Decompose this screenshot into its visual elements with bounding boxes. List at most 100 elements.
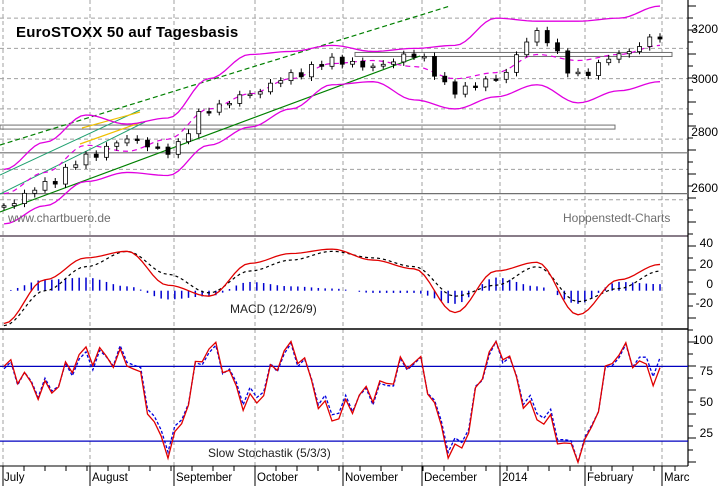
month-october: October (257, 472, 298, 484)
candle-up (503, 71, 509, 80)
candle-up (186, 133, 191, 143)
candle-up (350, 60, 355, 65)
price-tick-3000: 3000 (691, 72, 718, 86)
candle-up (514, 54, 519, 73)
candle-down (493, 78, 499, 81)
candle-up (575, 71, 581, 75)
candle-up (380, 63, 386, 67)
candle-up (288, 72, 294, 82)
candle-up (626, 51, 632, 55)
resistance-band (354, 51, 673, 57)
candle-up (401, 53, 407, 63)
yellow-channel-line (81, 111, 141, 129)
month-september: September (176, 472, 233, 484)
candle-down (657, 36, 663, 40)
candle-down (134, 138, 140, 141)
candle-up (596, 62, 601, 76)
chart-title: EuroSTOXX 50 auf Tagesbasis (16, 24, 239, 41)
candle-up (247, 93, 253, 96)
candle-up (370, 65, 376, 69)
candle-up (32, 189, 38, 194)
candle-down (145, 139, 150, 148)
price-tick-3200: 3200 (691, 22, 718, 36)
candle-up (462, 85, 468, 95)
price-tick-2600: 2600 (691, 181, 718, 195)
month-november: November (345, 472, 399, 484)
stochastic-d-line (3, 339, 661, 465)
lower-trendline (0, 55, 421, 213)
bollinger-upper (3, 5, 661, 171)
candle-up (237, 94, 243, 104)
candle-up (83, 153, 89, 166)
macd-tick-20: 20 (699, 257, 713, 271)
month-august: August (92, 472, 128, 484)
candle-up (22, 192, 27, 204)
channel-line (0, 121, 146, 195)
candle-up (524, 41, 530, 56)
candle-down (452, 81, 458, 95)
candle-down (360, 60, 366, 68)
macd-tick-40: 40 (699, 236, 713, 250)
candle-up (606, 58, 612, 64)
upper-trendline (0, 5, 451, 146)
bollinger-lower (3, 81, 661, 225)
stoch-tick-50: 50 (699, 395, 713, 409)
candle-up (124, 138, 130, 144)
credit-hoppenstedt: Hoppenstedt-Charts (563, 211, 671, 225)
price-tick-2800: 2800 (691, 125, 718, 139)
channel-line (0, 109, 141, 176)
stoch-tick-25: 25 (699, 426, 713, 440)
candle-up (175, 141, 181, 155)
candle-down (585, 71, 591, 76)
candle-up (329, 56, 335, 67)
candle-up (73, 164, 79, 168)
candle-up (257, 91, 263, 95)
month-july: July (4, 472, 25, 484)
month-february: February (587, 472, 634, 484)
candle-up (1, 205, 7, 208)
candle-up (483, 78, 489, 88)
month-december: December (424, 472, 478, 484)
credit-chartbuero: www.chartbuero.de (8, 211, 111, 225)
candle-down (155, 146, 161, 149)
candle-down (442, 75, 448, 83)
candle-up (637, 46, 642, 53)
macd-tick-neg20: -20 (695, 296, 713, 310)
yellow-channel-line (79, 121, 143, 145)
resistance-band (0, 124, 616, 130)
candle-up (216, 103, 222, 113)
stoch-tick-100: 100 (692, 333, 713, 347)
month-march: Marc (664, 472, 690, 484)
candle-up (391, 61, 396, 65)
stochastic-k-line (3, 340, 661, 465)
candle-down (565, 50, 571, 74)
candle-up (196, 111, 202, 135)
candle-down (473, 85, 478, 88)
candle-down (52, 181, 58, 185)
candle-up (268, 82, 273, 93)
candle-up (421, 56, 427, 59)
candle-down (555, 42, 560, 52)
candle-up (227, 103, 232, 106)
macd-label: MACD (12/26/9) (230, 302, 317, 316)
candle-up (647, 36, 653, 47)
month-2014: 2014 (502, 472, 528, 484)
candle-up (104, 145, 109, 158)
candle-down (339, 56, 345, 65)
candle-down (411, 53, 417, 58)
candle-up (616, 53, 622, 60)
candle-up (42, 181, 48, 191)
candle-down (544, 30, 550, 44)
candle-down (206, 111, 212, 114)
macd-tick-0: 0 (706, 277, 713, 291)
candle-up (309, 64, 314, 78)
candle-down (319, 64, 325, 67)
candle-up (63, 166, 68, 185)
stochastic-label: Slow Stochastik (5/3/3) (208, 446, 331, 460)
stoch-tick-75: 75 (699, 364, 713, 378)
candle-down (93, 153, 99, 158)
candle-down (165, 146, 171, 155)
candle-down (298, 72, 304, 78)
macd-line (3, 248, 661, 325)
